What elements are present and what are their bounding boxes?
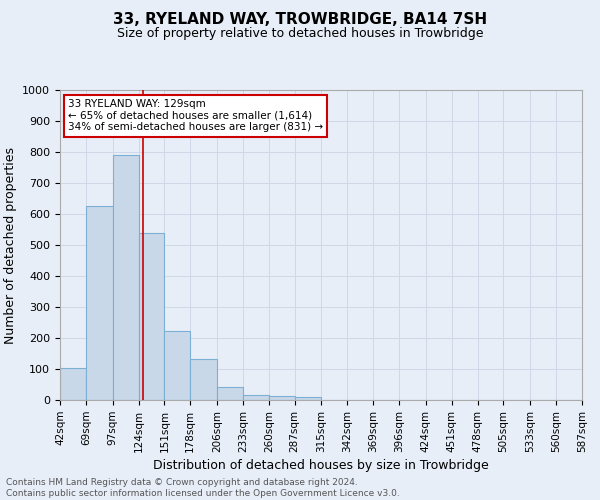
Bar [217,386,243,400]
Text: 33, RYELAND WAY, TROWBRIDGE, BA14 7SH: 33, RYELAND WAY, TROWBRIDGE, BA14 7SH [113,12,487,28]
Text: Size of property relative to detached houses in Trowbridge: Size of property relative to detached ho… [117,28,483,40]
X-axis label: Distribution of detached houses by size in Trowbridge: Distribution of detached houses by size … [153,459,489,472]
Text: Contains HM Land Registry data © Crown copyright and database right 2024.
Contai: Contains HM Land Registry data © Crown c… [6,478,400,498]
Bar [86,206,113,400]
Bar [243,394,269,400]
Bar [139,232,164,400]
Y-axis label: Number of detached properties: Number of detached properties [4,146,17,344]
Bar [295,397,322,400]
Bar [190,359,217,400]
Bar [60,368,86,400]
Bar [113,155,139,400]
Bar [164,331,190,400]
Text: 33 RYELAND WAY: 129sqm
← 65% of detached houses are smaller (1,614)
34% of semi-: 33 RYELAND WAY: 129sqm ← 65% of detached… [68,100,323,132]
Bar [269,396,295,400]
